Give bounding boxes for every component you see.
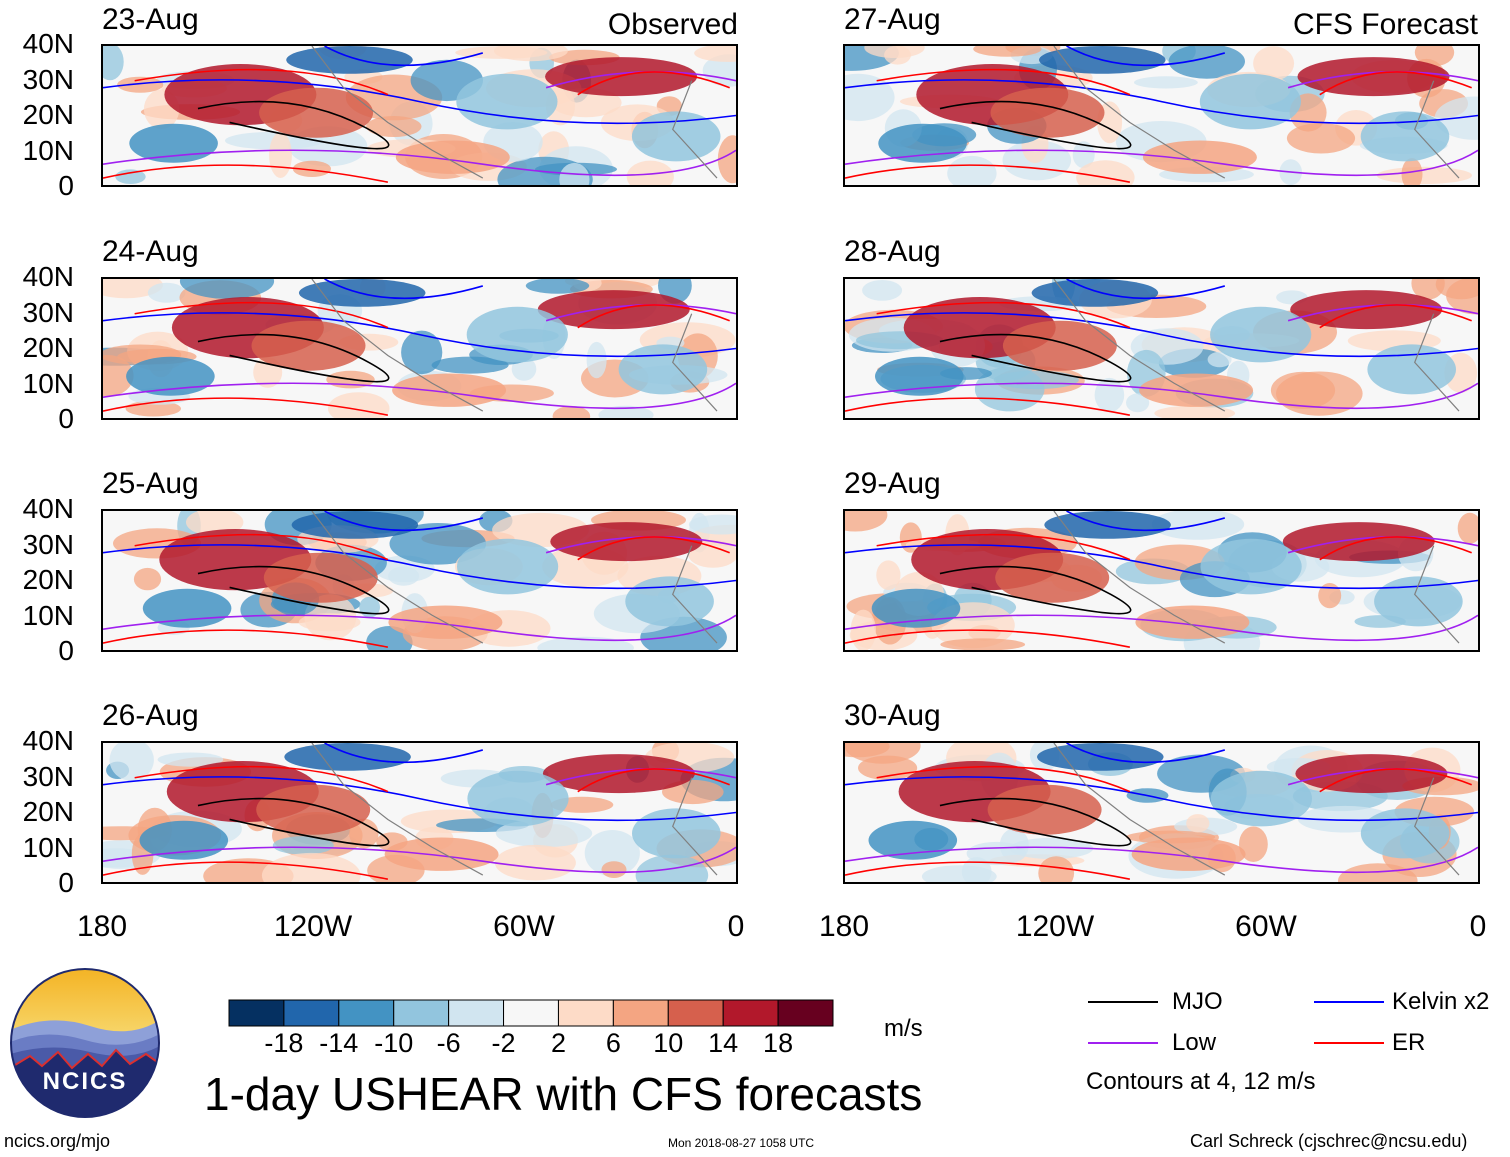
shear-field [103, 279, 736, 418]
map-panel-24-aug [101, 277, 738, 420]
website-link[interactable]: ncics.org/mjo [4, 1131, 111, 1151]
lat-tick-label: 0 [58, 403, 74, 434]
map-panel-30-aug [843, 741, 1480, 884]
observed-label: Observed [607, 8, 738, 41]
logo-text: NCICS [42, 1068, 128, 1095]
lat-tick-label: 40N [22, 493, 74, 524]
units-label: m/s [884, 1015, 923, 1042]
author-credit: Carl Schreck (cjschrec@ncsu.edu) [1190, 1131, 1468, 1151]
colorbar-bin [393, 999, 450, 1027]
lat-tick-label: 40N [22, 261, 74, 292]
colorbar-tick-label: 18 [763, 1028, 794, 1058]
forecast-label: CFS Forecast [1292, 8, 1478, 41]
lon-tick-label: 60W [493, 910, 555, 943]
panel-date-label: 27-Aug [844, 3, 941, 36]
colorbar-bin [612, 999, 669, 1027]
colorbar-bin [283, 999, 340, 1027]
shear-field [845, 743, 1478, 882]
map-panel-27-aug [843, 44, 1480, 187]
lat-tick-label: 10N [22, 367, 74, 399]
ncics-logo: NCICS [10, 968, 160, 1118]
chart-title: 1-day USHEAR with CFS forecasts [204, 1068, 923, 1120]
lat-tick-label: 40N [22, 28, 74, 59]
map-panel-28-aug [843, 277, 1480, 420]
lon-tick-label: 0 [727, 910, 745, 943]
colorbar-tick-label: 2 [550, 1028, 566, 1058]
contour-note: Contours at 4, 12 m/s [1086, 1068, 1316, 1095]
panel-date-label: 28-Aug [844, 235, 941, 268]
lat-tick-label: 0 [58, 635, 74, 666]
colorbar-bin [448, 999, 505, 1027]
shear-field [103, 511, 736, 650]
shear-field [103, 743, 736, 882]
colorbar-tick-label: 6 [605, 1028, 621, 1058]
lat-tick-label: 30N [22, 760, 74, 792]
panel-date-label: 23-Aug [102, 3, 199, 36]
lon-tick-label: 180 [76, 910, 128, 943]
lat-tick-label: 10N [22, 134, 74, 166]
map-panel-23-aug [101, 44, 738, 187]
lat-tick-label: 10N [22, 831, 74, 863]
colorbar-bin [722, 999, 779, 1027]
lat-tick-label: 40N [22, 725, 74, 756]
panel-date-label: 24-Aug [102, 235, 199, 268]
lat-tick-label: 30N [22, 528, 74, 560]
colorbar-bin [557, 999, 614, 1027]
map-panel-25-aug [101, 509, 738, 652]
colorbar-bin [338, 999, 395, 1027]
lon-tick-label: 60W [1235, 910, 1297, 943]
lon-tick-label: 120W [273, 910, 353, 943]
colorbar-tick-label: -10 [374, 1028, 414, 1058]
colorbar-tick-label: -6 [436, 1028, 461, 1058]
legend-label-mjo: MJO [1172, 988, 1223, 1015]
colorbar-tick-label: 10 [653, 1028, 684, 1058]
panel-date-label: 29-Aug [844, 467, 941, 500]
colorbar [228, 999, 834, 1027]
lat-tick-label: 10N [22, 599, 74, 631]
colorbar-tick-label: -14 [319, 1028, 359, 1058]
panel-date-label: 26-Aug [102, 699, 199, 732]
lat-tick-label: 20N [22, 99, 74, 130]
map-panel-26-aug [101, 741, 738, 884]
shear-field [845, 279, 1478, 418]
colorbar-bin [667, 999, 724, 1027]
shear-field [845, 511, 1478, 650]
lat-tick-label: 20N [22, 564, 74, 595]
lat-tick-label: 30N [22, 296, 74, 328]
legend: MJO Kelvin x2 Low ER Contours at 4, 12 m… [1086, 988, 1506, 1094]
colorbar-tick-label: -18 [264, 1028, 304, 1058]
colorbar-tick-label: -2 [491, 1028, 516, 1058]
panel-date-label: 30-Aug [844, 699, 941, 732]
timestamp: Mon 2018-08-27 1058 UTC [668, 1136, 815, 1150]
colorbar-bin [777, 999, 834, 1027]
lon-tick-label: 0 [1469, 910, 1487, 943]
lon-tick-label: 120W [1015, 910, 1095, 943]
lat-tick-label: 20N [22, 796, 74, 827]
lat-tick-label: 0 [58, 867, 74, 898]
panel-date-label: 25-Aug [102, 467, 199, 500]
colorbar-bin [503, 999, 559, 1027]
map-panel-29-aug [843, 509, 1480, 652]
legend-label-er: ER [1392, 1029, 1426, 1056]
lat-tick-label: 0 [58, 170, 74, 201]
legend-label-low: Low [1172, 1029, 1217, 1056]
shear-field [103, 46, 736, 185]
lat-tick-label: 20N [22, 332, 74, 363]
ncics-logo-graphic [10, 968, 160, 1118]
colorbar-tick-label: 14 [708, 1028, 739, 1058]
shear-field [845, 46, 1478, 185]
lon-tick-label: 180 [818, 910, 870, 943]
lat-tick-label: 30N [22, 63, 74, 95]
colorbar-bin [228, 999, 285, 1027]
legend-label-kelvin: Kelvin x2 [1392, 988, 1490, 1015]
